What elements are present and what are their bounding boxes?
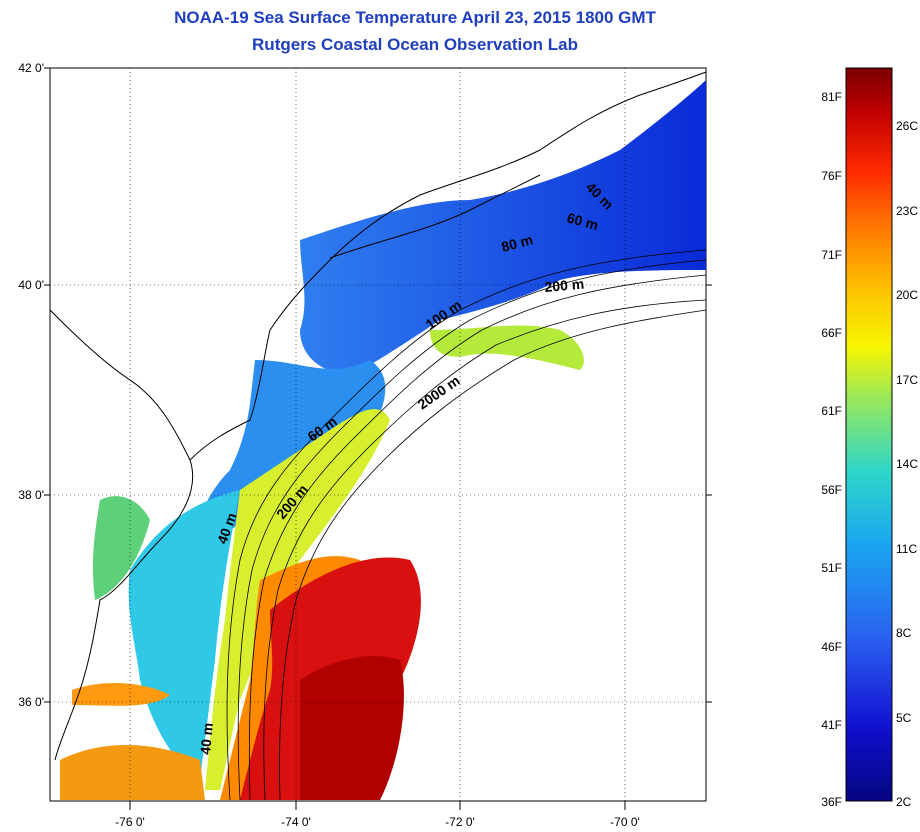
long-island	[329, 174, 541, 259]
axis-ticks	[44, 67, 712, 810]
pamlico-sound	[72, 683, 170, 706]
cold-water-region	[300, 80, 706, 373]
lat-label-36: 36 0'	[18, 695, 44, 709]
contour-label-40m-south: 40 m	[197, 722, 216, 755]
cb-c-14: 14C	[896, 457, 918, 471]
gulf-stream-core	[300, 656, 404, 800]
colorbar	[845, 67, 893, 802]
lat-label-38: 38 0'	[18, 488, 44, 502]
cb-f-81: 81F	[821, 90, 842, 104]
graticule	[50, 68, 706, 801]
chesapeake-mouth	[92, 496, 150, 600]
lat-label-42: 42 0'	[18, 61, 44, 75]
cb-f-41: 41F	[821, 718, 842, 732]
map-subtitle: Rutgers Coastal Ocean Observation Lab	[252, 35, 578, 54]
cb-c-23: 23C	[896, 204, 918, 218]
lon-label-74: -74 0'	[281, 815, 311, 829]
contour-label-60m-north: 60 m	[565, 209, 600, 233]
cb-f-76: 76F	[821, 169, 842, 183]
coastline	[49, 71, 707, 761]
colorbar-celsius-labels: 26C 23C 20C 17C 14C 11C 8C 5C 2C	[896, 119, 918, 809]
cb-f-51: 51F	[821, 561, 842, 575]
contour-label-200m-north: 200 m	[544, 276, 585, 295]
slope-water-green	[430, 325, 584, 370]
colorbar-fahrenheit-labels: 81F 76F 71F 66F 61F 56F 51F 46F 41F 36F	[821, 90, 842, 809]
map-title: NOAA-19 Sea Surface Temperature April 23…	[174, 8, 656, 27]
shelf-break-yellow	[205, 409, 390, 790]
cb-f-61: 61F	[821, 404, 842, 418]
cb-f-71: 71F	[821, 248, 842, 262]
cb-c-8: 8C	[896, 626, 912, 640]
cb-c-20: 20C	[896, 288, 918, 302]
cb-c-17: 17C	[896, 373, 918, 387]
lon-label-70: -70 0'	[610, 815, 640, 829]
mid-shelf-cyan	[128, 490, 240, 780]
contour-label-80m: 80 m	[500, 231, 535, 255]
cb-f-46: 46F	[821, 640, 842, 654]
cb-c-11: 11C	[896, 542, 917, 556]
cb-c-2: 2C	[896, 795, 912, 809]
cb-c-5: 5C	[896, 711, 912, 725]
albemarle-region	[60, 745, 205, 800]
lon-label-76: -76 0'	[115, 815, 145, 829]
lat-label-40: 40 0'	[18, 278, 44, 292]
lon-label-72: -72 0'	[445, 815, 475, 829]
sst-field	[60, 80, 706, 800]
cb-f-36: 36F	[821, 795, 842, 809]
isobaths	[226, 249, 707, 801]
cb-f-66: 66F	[821, 326, 842, 340]
cb-f-56: 56F	[821, 483, 842, 497]
cb-c-26: 26C	[896, 119, 918, 133]
